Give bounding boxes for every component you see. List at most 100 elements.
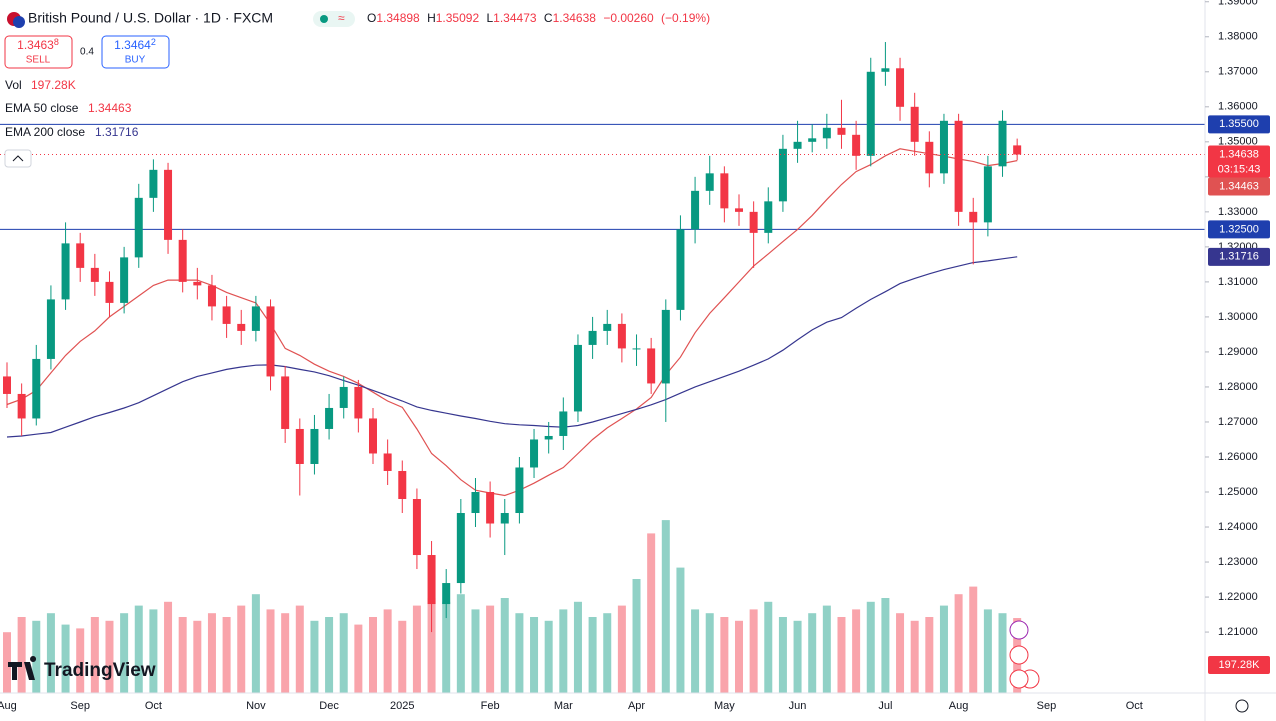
- candle-body: [398, 470, 407, 500]
- candle-body: [193, 281, 202, 286]
- x-tick-label: Jun: [789, 700, 807, 712]
- volume-bar: [383, 609, 392, 693]
- candle-body: [954, 120, 963, 212]
- volume-bar: [134, 605, 143, 693]
- candle-body: [90, 267, 99, 282]
- candle-body: [105, 281, 114, 303]
- candle-body: [559, 411, 568, 436]
- buy-button[interactable]: [101, 35, 170, 69]
- candle-body: [822, 127, 831, 139]
- candle-body: [412, 499, 421, 556]
- volume-bar: [632, 579, 641, 693]
- buy-label: BUY: [125, 55, 146, 66]
- change: −0.00260: [603, 11, 654, 25]
- volume-bar: [925, 617, 934, 693]
- candle-body: [617, 323, 626, 349]
- candle-body: [164, 169, 173, 240]
- candle-body: [149, 169, 158, 198]
- price-badge: [1208, 145, 1270, 178]
- chart-title[interactable]: British Pound / U.S. Dollar · 1D · FXCM: [28, 10, 273, 26]
- logo-icon: [8, 656, 37, 680]
- buy-price: 1.34642: [114, 37, 156, 52]
- candle-body: [486, 491, 495, 524]
- volume-bar: [808, 613, 817, 693]
- x-tick-label: Aug: [949, 700, 969, 712]
- x-tick-label: Nov: [246, 700, 266, 712]
- volume-bar: [837, 617, 846, 693]
- candle-body: [998, 120, 1007, 167]
- event-icon[interactable]: [1009, 620, 1029, 640]
- event-icon[interactable]: [1009, 645, 1029, 665]
- candle-body: [3, 376, 11, 394]
- volume-bar: [354, 624, 363, 693]
- ohlc-value: 1.35092: [436, 11, 480, 25]
- level-badge-label: 1.35500: [1219, 118, 1259, 130]
- candle-body: [46, 299, 55, 359]
- buy-price-main: 1.3464: [114, 38, 151, 52]
- y-tick-label: 1.37000: [1218, 66, 1258, 78]
- y-tick-label: 1.38000: [1218, 31, 1258, 43]
- volume-bar: [896, 613, 905, 693]
- candle-body: [749, 211, 758, 233]
- ohlc-label: C: [544, 11, 553, 25]
- volume-bar: [325, 617, 334, 693]
- collapse-icon: [12, 155, 24, 162]
- volume-bar: [412, 605, 421, 693]
- legend-value: 1.34463: [88, 101, 132, 115]
- y-tick-label: 1.39000: [1218, 0, 1258, 8]
- volume-bar: [676, 567, 685, 693]
- x-tick-label: Sep: [1037, 700, 1057, 712]
- event-icon[interactable]: [1009, 669, 1029, 689]
- overlay: British Pound / U.S. Dollar · 1D · FXCM …: [4, 10, 1249, 713]
- candle-body: [881, 68, 890, 72]
- volume-bar: [120, 613, 129, 693]
- candle-body: [603, 323, 612, 331]
- price-badge-label: 1.34638: [1219, 148, 1259, 160]
- volume-bar: [149, 609, 158, 693]
- x-tick-label: Oct: [1126, 700, 1143, 712]
- ohlc-value: 1.34898: [376, 11, 420, 25]
- x-tick-label: Aug: [0, 700, 17, 712]
- volume-legend-value: 197.28K: [31, 78, 76, 92]
- volume-bar: [764, 601, 773, 693]
- candle-body: [808, 138, 817, 142]
- x-tick-label: Mar: [554, 700, 573, 712]
- candle-body: [676, 229, 685, 310]
- volume-legend: Vol: [5, 78, 22, 92]
- volume-bar: [573, 601, 582, 693]
- spread: 0.4: [80, 47, 94, 58]
- sell-button[interactable]: [4, 35, 73, 69]
- status-dot: [320, 15, 328, 23]
- candle-body: [134, 197, 143, 258]
- volume-bar: [90, 617, 99, 693]
- volume-bar: [369, 617, 377, 693]
- volume-bar: [998, 613, 1007, 693]
- volume-bar: [603, 613, 612, 693]
- ohlc-label: O: [367, 11, 376, 25]
- volume-bar: [310, 620, 319, 693]
- candle-body: [720, 173, 729, 209]
- volume-bar: [866, 601, 875, 693]
- collapse-button[interactable]: [4, 149, 32, 168]
- volume-bar: [647, 533, 656, 693]
- volume-bar: [471, 609, 480, 693]
- symbol-icon: [13, 16, 25, 28]
- candle-body: [969, 211, 978, 223]
- ohlc-value: 1.34638: [553, 11, 597, 25]
- y-tick-label: 1.36000: [1218, 101, 1258, 113]
- volume-bar: [76, 628, 85, 693]
- candle-body: [925, 141, 934, 174]
- candle-body: [910, 106, 919, 142]
- volume-bar: [910, 620, 919, 693]
- ema-line: [6, 148, 1018, 497]
- settings-icon[interactable]: [1235, 699, 1249, 713]
- volume-bar: [983, 609, 992, 693]
- volume-bar: [46, 613, 55, 693]
- candle-body: [778, 148, 787, 202]
- candle-body: [442, 583, 451, 605]
- candle-body: [544, 435, 553, 440]
- volume-bar: [178, 617, 187, 693]
- candle-body: [32, 358, 41, 419]
- volume-bar: [3, 632, 11, 693]
